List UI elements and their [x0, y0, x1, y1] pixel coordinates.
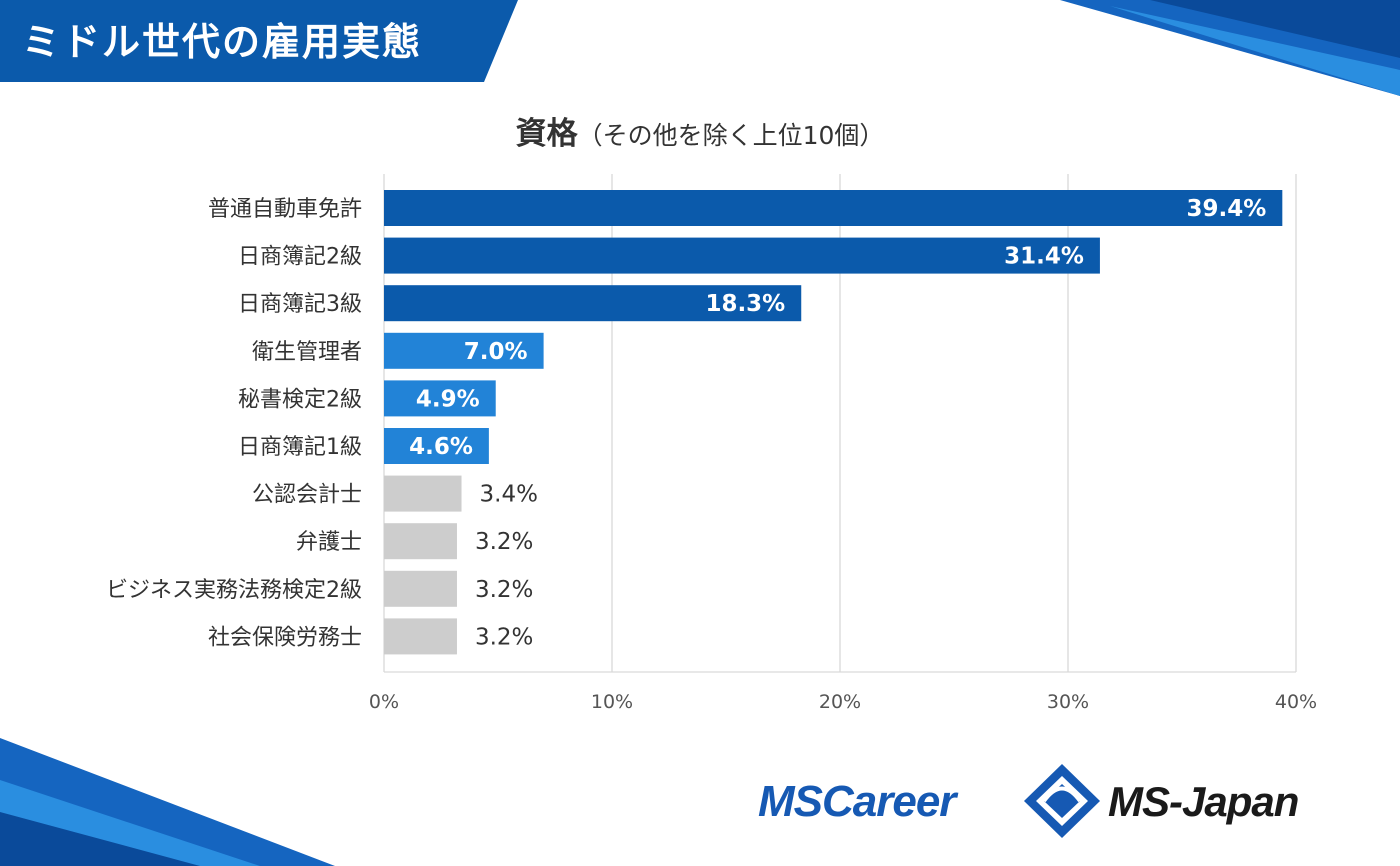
title-banner [0, 0, 518, 82]
category-label: 衛生管理者 [252, 340, 362, 365]
category-label: 普通自動車免許 [208, 197, 362, 222]
x-tick-label: 30% [1047, 691, 1089, 713]
category-label: 公認会計士 [252, 483, 362, 508]
category-label: 秘書検定2級 [238, 387, 362, 412]
corner-stripe [1150, 0, 1400, 58]
bar [384, 618, 457, 655]
data-label: 39.4% [1187, 196, 1267, 222]
chart-subtitle: （その他を除く上位10個） [577, 121, 885, 150]
page-title: ミドル世代の雇用実態 [22, 20, 423, 64]
x-tick-label: 20% [819, 691, 861, 713]
x-tick-label: 0% [369, 691, 399, 713]
bar [384, 428, 489, 464]
category-label: ビジネス実務法務検定2級 [106, 578, 362, 603]
x-tick-label: 40% [1275, 691, 1317, 713]
category-label: 日商簿記2級 [238, 245, 362, 270]
data-label: 31.4% [1004, 244, 1084, 270]
chart-title-wrap: 資格（その他を除く上位10個） [0, 108, 1400, 153]
data-label: 3.2% [475, 577, 533, 603]
data-label: 4.9% [416, 386, 480, 412]
category-label: 日商簿記1級 [238, 435, 362, 460]
category-label: 日商簿記3級 [238, 292, 362, 317]
bar [384, 475, 462, 512]
corner-stripe [0, 812, 200, 866]
bar [384, 570, 457, 607]
bar [384, 237, 1100, 274]
data-label: 18.3% [705, 291, 785, 317]
category-label: 社会保険労務士 [208, 625, 362, 650]
data-label: 7.0% [464, 339, 528, 365]
bar [384, 380, 496, 417]
bar [384, 523, 457, 560]
data-label: 3.2% [475, 529, 533, 555]
data-label: 3.4% [480, 482, 538, 508]
category-label: 弁護士 [296, 530, 362, 555]
msjapan-logo: MS-Japan [1108, 778, 1299, 825]
chart-title: 資格 [515, 116, 578, 152]
corner-stripe [1110, 6, 1400, 96]
data-label: 4.6% [409, 434, 473, 460]
x-tick-label: 10% [591, 691, 633, 713]
data-label: 3.2% [475, 624, 533, 650]
bar [384, 190, 1283, 226]
ms-japan-mark-icon [1024, 764, 1100, 838]
mscareer-logo: MSCareer [758, 777, 956, 826]
bar [384, 332, 544, 369]
bar [384, 285, 802, 322]
